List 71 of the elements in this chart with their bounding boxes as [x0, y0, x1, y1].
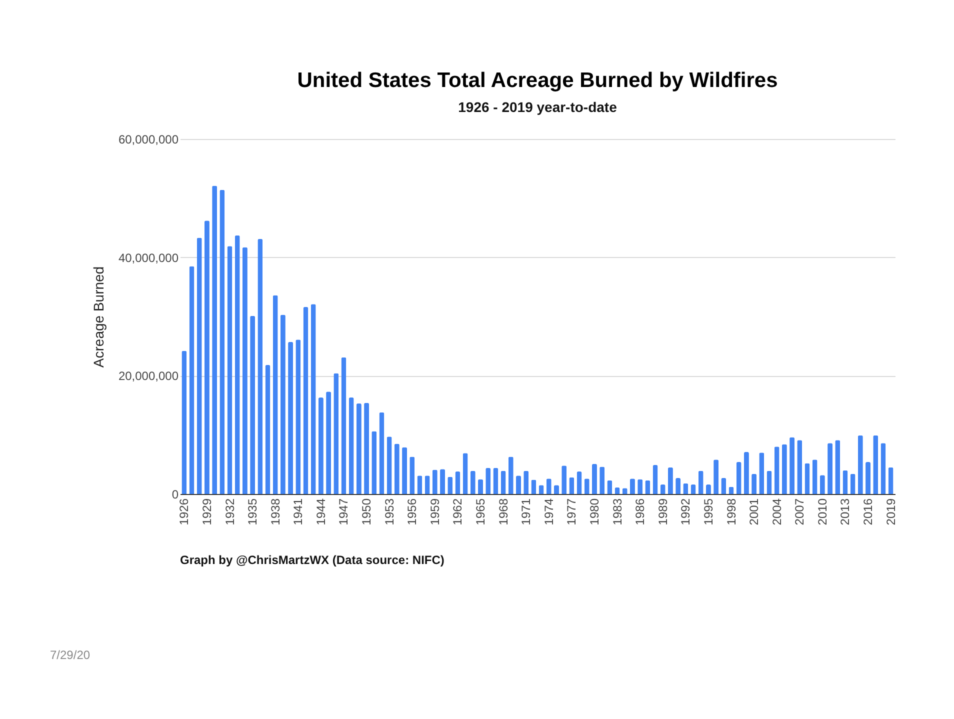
bar [242, 247, 248, 494]
x-tick-label: 1962 [450, 498, 465, 526]
bar [272, 295, 278, 494]
x-tick-label: 1929 [200, 498, 214, 526]
bar [858, 435, 863, 494]
x-tick-label: 1938 [268, 498, 282, 526]
bar [303, 307, 308, 494]
bar [220, 190, 225, 494]
x-tick-label: 1926 [177, 498, 192, 526]
bar [227, 246, 232, 494]
x-tick-label: 1965 [474, 498, 488, 526]
text: 7/29/20 [50, 648, 90, 662]
bar [372, 431, 377, 494]
x-tick-label: 2013 [838, 498, 852, 526]
x-tick-label: 1977 [564, 498, 579, 526]
x-tick-label: 2004 [770, 498, 784, 526]
x-tick-label: 1983 [610, 498, 624, 526]
y-tick-label: 0 [172, 488, 179, 502]
text: Graph by @ChrisMartzWX (Data source: NIFC) [180, 553, 444, 567]
bar [379, 412, 384, 494]
bar [554, 485, 559, 494]
bar [348, 398, 354, 494]
x-tick-label: 1956 [405, 498, 420, 526]
y-tick-label: 40,000,000 [118, 250, 179, 265]
x-tick-label: 1974 [542, 498, 556, 526]
bar [288, 342, 294, 494]
x-tick-label: 2010 [815, 498, 830, 526]
x-tick-label: 1935 [246, 498, 260, 526]
bar [318, 398, 324, 494]
bar [234, 235, 240, 494]
bar [296, 340, 301, 494]
bar [356, 403, 362, 494]
bar [364, 402, 370, 494]
bar [873, 435, 878, 494]
x-tick-label: 1998 [724, 498, 738, 526]
chart-title: United States Total Acreage Burned by Wildfires [297, 69, 778, 92]
x-tick-label: 1992 [678, 498, 693, 526]
x-tick-label: 1947 [336, 498, 351, 526]
x-tick-label: 1941 [291, 498, 306, 526]
bar [182, 350, 187, 494]
chart-subtitle: 1926 - 2019 year-to-date [458, 99, 618, 115]
x-tick-label: 1968 [496, 498, 510, 526]
bar [265, 365, 270, 494]
x-tick-label: 1944 [314, 498, 328, 526]
y-axis-title: Acreage Burned [90, 266, 106, 368]
x-tick-label: 2007 [792, 498, 807, 526]
bar [212, 186, 218, 494]
x-tick-label: 1986 [633, 498, 648, 526]
y-tick-label: 60,000,000 [118, 132, 179, 146]
bar [189, 266, 194, 494]
bar [204, 220, 210, 494]
bar [258, 238, 263, 494]
bar [326, 392, 332, 494]
x-tick-label: 1959 [428, 498, 442, 526]
x-tick-label: 1932 [222, 498, 237, 526]
x-tick-label: 1980 [587, 498, 602, 526]
bar [310, 304, 316, 494]
bar [341, 357, 346, 494]
y-tick-label: 20,000,000 [118, 369, 179, 384]
x-tick-label: 2019 [884, 498, 898, 526]
x-tick-label: 1989 [656, 498, 670, 526]
x-tick-label: 1971 [519, 498, 534, 526]
x-tick-label: 1995 [701, 498, 716, 526]
bar [196, 238, 202, 494]
x-tick-label: 1950 [360, 498, 374, 526]
bar [280, 314, 286, 494]
bar [250, 316, 256, 494]
x-tick-label: 2001 [747, 498, 762, 526]
x-tick-label: 2016 [861, 498, 876, 526]
x-tick-label: 1953 [382, 498, 396, 526]
bar [334, 373, 339, 494]
